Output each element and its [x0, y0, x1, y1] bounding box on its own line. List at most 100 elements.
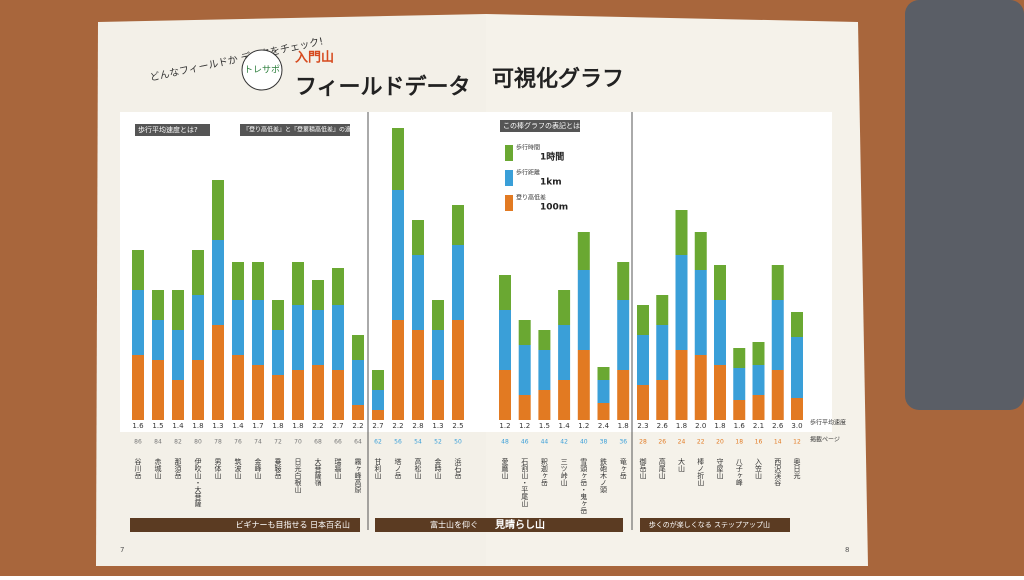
bar-segment: [675, 210, 688, 255]
mountain-name: 大菩薩嶺: [314, 457, 322, 487]
speed-label: 1.2: [519, 422, 530, 430]
page-label: 20: [716, 439, 724, 446]
page-label: 18: [735, 439, 743, 446]
mountain-name: 筑波山: [234, 457, 242, 480]
bar-segment: [791, 398, 803, 420]
mountain-name: 棒ノ折山: [697, 457, 705, 487]
bar-segment: [577, 350, 590, 420]
page-label: 56: [394, 439, 402, 446]
bar-segment: [132, 250, 144, 290]
mountain-name: 雪頭ヶ岳・鬼ヶ岳: [580, 458, 588, 514]
mountain-name: 塔ノ岳: [394, 457, 402, 479]
page-label: 44: [541, 439, 549, 446]
bar-segment: [617, 370, 630, 420]
folio: 8: [845, 546, 849, 554]
bar-segment: [292, 262, 304, 305]
speed-label: 2.4: [598, 422, 610, 430]
mountain-name: 鉄砲木ノ頭: [600, 457, 608, 494]
mountain-name: 瑞牆山: [334, 457, 342, 480]
bar-segment: [272, 375, 284, 420]
bar-segment: [272, 330, 284, 375]
badge: トレサポ: [244, 65, 280, 76]
page-label: 82: [174, 439, 182, 446]
page-label: 24: [678, 439, 686, 446]
bar-segment: [372, 390, 384, 410]
speed-label: 1.8: [676, 422, 687, 430]
speed-label: 1.6: [734, 422, 746, 430]
bar-segment: [675, 350, 688, 420]
page-label: 48: [501, 439, 509, 446]
bar-segment: [352, 360, 364, 405]
mountain-name: 八子ヶ峰: [735, 458, 743, 486]
mountain-name: 愛鷹山: [501, 457, 509, 480]
bar-segment: [212, 325, 224, 420]
bar-segment: [152, 360, 164, 420]
bar-segment: [312, 310, 324, 365]
bar-segment: [617, 262, 630, 300]
bar-segment: [412, 220, 424, 255]
speed-label: 1.2: [578, 422, 589, 430]
page-label: 76: [234, 439, 242, 446]
bar-segment: [499, 310, 511, 370]
bar-segment: [372, 410, 384, 420]
group-label: 見晴らし山: [494, 518, 545, 531]
bar-segment: [332, 370, 344, 420]
bar-segment: [771, 265, 784, 300]
legend-name: 歩行時間: [516, 144, 540, 152]
bar-segment: [452, 205, 464, 245]
speed-label: 2.5: [452, 422, 463, 430]
speed-label: 2.6: [657, 422, 669, 430]
bar-segment: [752, 365, 765, 395]
title: 可視化グラフ: [492, 66, 624, 92]
speed-label: 1.4: [559, 422, 571, 430]
mountain-name: 西沢渓谷: [774, 458, 782, 487]
bar-segment: [172, 290, 184, 330]
bar-segment: [192, 250, 204, 295]
speed-label: 1.3: [212, 422, 223, 430]
bar-segment: [192, 360, 204, 420]
page-label: 62: [374, 439, 382, 446]
bar-segment: [791, 312, 803, 337]
mountain-name: 金峰山: [254, 457, 262, 480]
speed-label: 1.8: [272, 422, 283, 430]
mountain-name: 御岳山: [639, 457, 647, 480]
mountain-name: 伊吹山・大菩薩: [194, 457, 202, 508]
bar-segment: [312, 280, 324, 310]
page-label: 38: [600, 439, 608, 446]
speed-label: 1.5: [539, 422, 550, 430]
page-label: 12: [793, 439, 801, 446]
bar-segment: [292, 305, 304, 370]
speed-label: 2.7: [332, 422, 343, 430]
mountain-name: 金時山: [434, 457, 442, 480]
bar-segment: [656, 380, 669, 420]
speed-label: 1.6: [132, 422, 144, 430]
bar-segment: [132, 355, 144, 420]
bar-segment: [518, 320, 531, 345]
bar-segment: [577, 270, 590, 350]
mountain-name: 三ツ峠山: [560, 458, 568, 487]
bar-segment: [694, 270, 707, 355]
bar-segment: [252, 262, 264, 300]
bar-segment: [232, 355, 244, 420]
bar-segment: [617, 300, 630, 370]
mountain-name: 奥日光: [793, 457, 801, 480]
bar-segment: [714, 365, 726, 420]
bar-segment: [272, 300, 284, 330]
bar-segment: [518, 345, 531, 395]
bar-segment: [733, 368, 746, 400]
page-label: 72: [274, 439, 282, 446]
speed-label: 2.2: [352, 422, 363, 430]
bar-segment: [518, 395, 531, 420]
bar-segment: [714, 300, 726, 365]
mountain-name: 霧ヶ峰高原: [354, 458, 362, 493]
bar-segment: [752, 342, 765, 365]
bar-segment: [656, 295, 669, 325]
bar-segment: [656, 325, 669, 380]
bar-segment: [694, 232, 707, 270]
bar-segment: [392, 128, 404, 190]
group-banner: [375, 518, 623, 532]
speed-label: 1.4: [232, 422, 244, 430]
bar-segment: [733, 400, 746, 420]
bar-segment: [558, 380, 571, 420]
bar-segment: [252, 300, 264, 365]
